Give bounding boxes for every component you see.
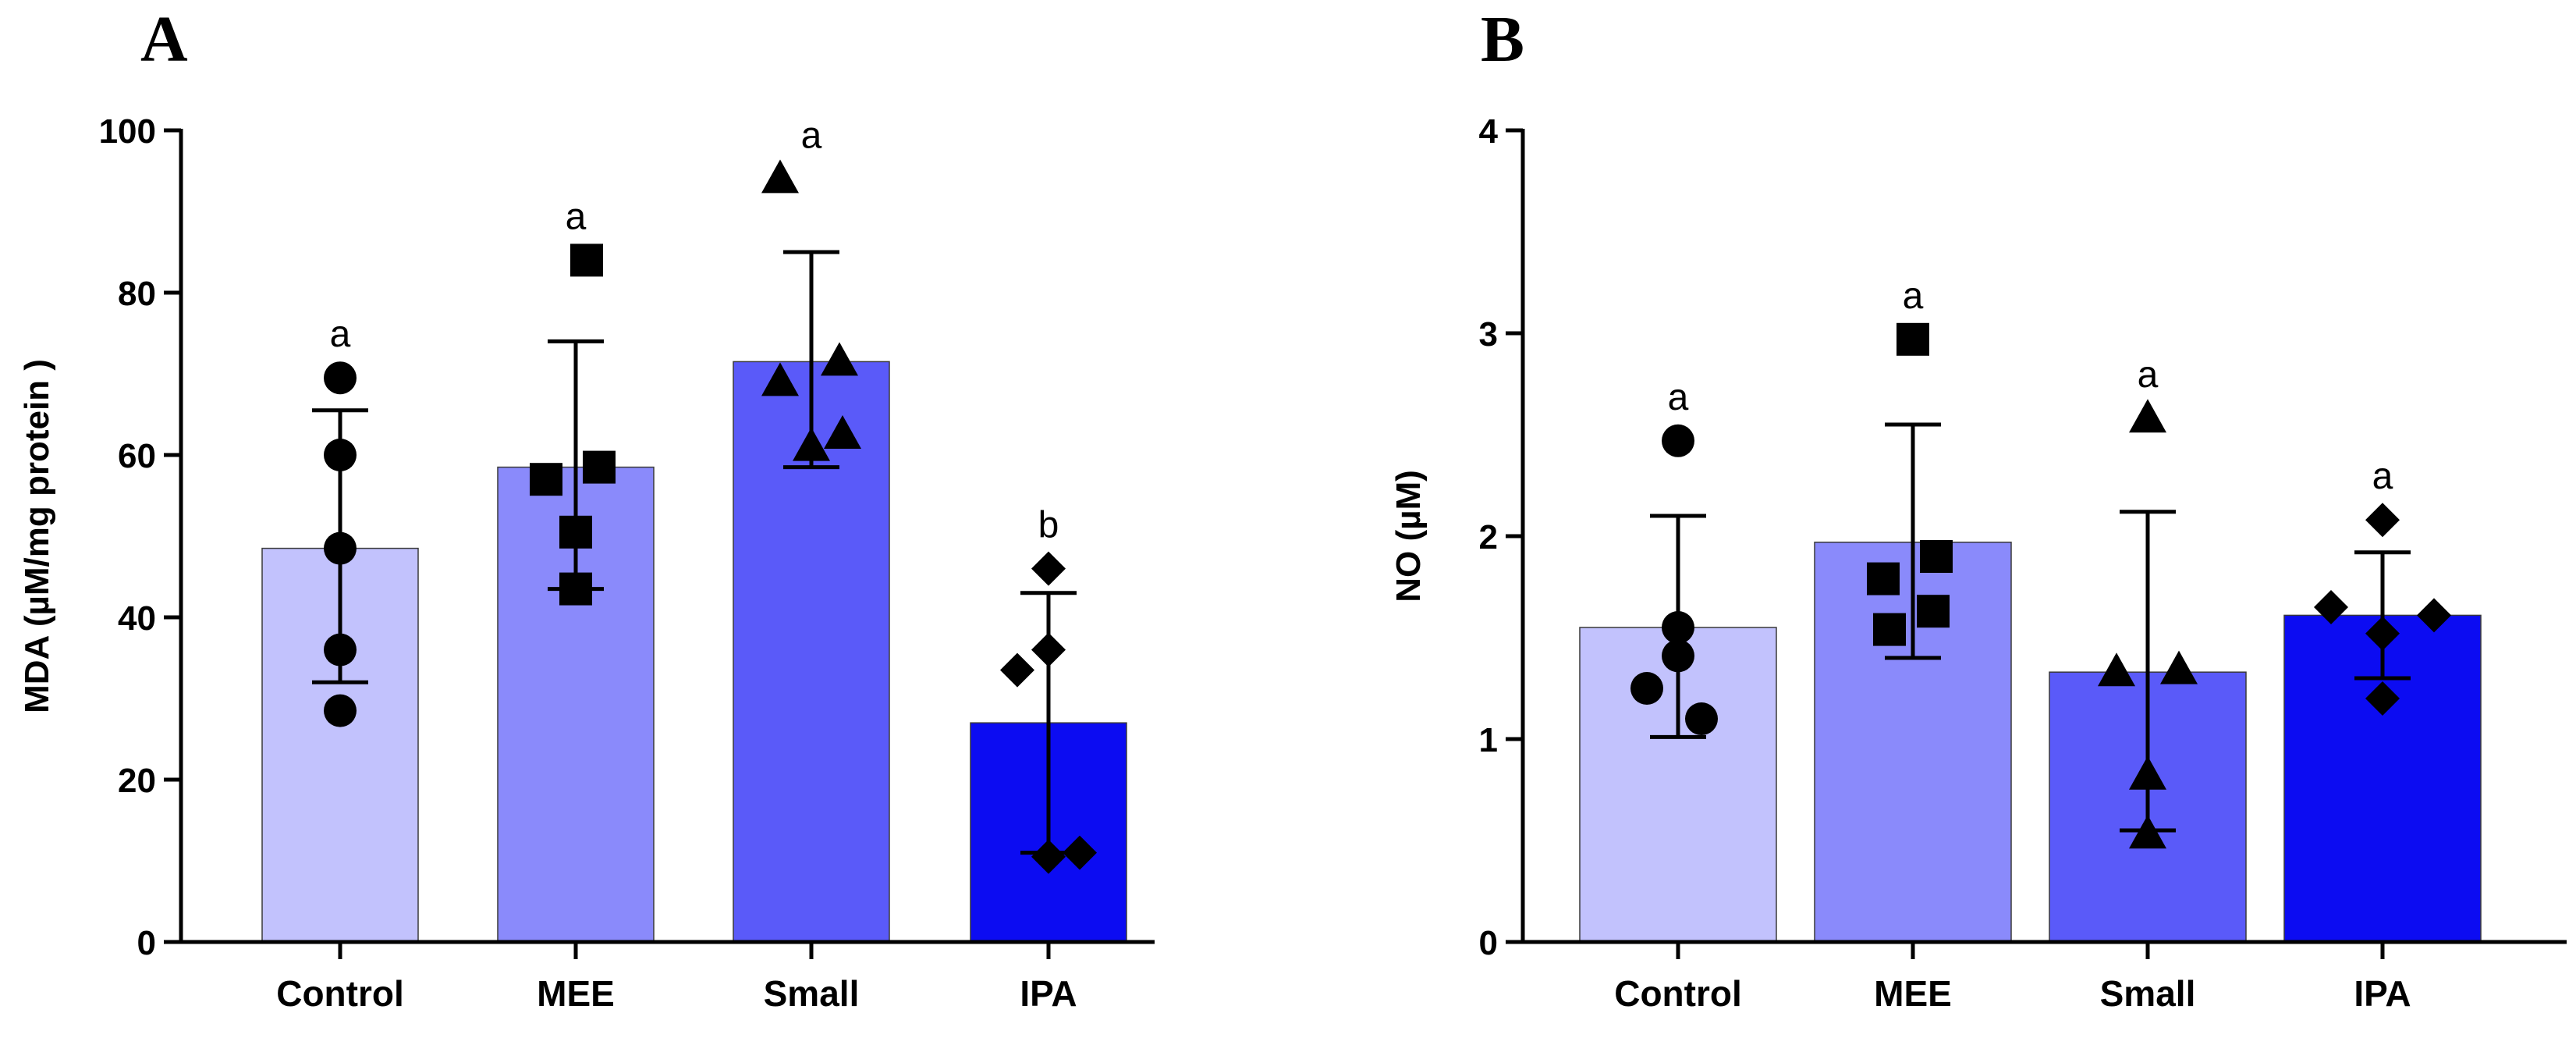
y-tick-label: 3 <box>1479 315 1498 354</box>
data-point-diamond <box>1031 632 1066 667</box>
x-tick-label-mee: MEE <box>1874 973 1952 1014</box>
y-tick-label: 20 <box>118 762 156 800</box>
y-tick-label: 100 <box>99 112 156 151</box>
data-point-triangle <box>2129 755 2166 790</box>
data-point-circle <box>324 531 357 565</box>
data-point-diamond <box>2365 681 2400 716</box>
panel-label: A <box>140 3 188 76</box>
data-point-circle <box>324 694 357 727</box>
significance-letter: a <box>1668 377 1689 418</box>
data-point-diamond <box>1063 835 1097 870</box>
data-point-square <box>559 572 592 606</box>
data-point-triangle <box>821 342 858 376</box>
y-tick-label: 1 <box>1479 721 1498 759</box>
data-point-triangle <box>2098 652 2135 687</box>
y-tick-label: 4 <box>1479 112 1499 151</box>
x-tick-label-ipa: IPA <box>1020 973 1077 1014</box>
x-tick-label-small: Small <box>2100 973 2196 1014</box>
data-point-square <box>1897 322 1929 356</box>
significance-letter: a <box>1903 275 1924 317</box>
panel-b-no-chart: B NO (µM) a a a a 0 1 2 3 4 Control MEE Small IPA <box>1389 3 2567 1014</box>
data-point-triangle <box>2160 650 2198 684</box>
data-point-circle <box>1630 672 1663 705</box>
data-point-diamond <box>1031 839 1066 874</box>
data-point-triangle <box>824 415 861 449</box>
data-point-diamond <box>2365 503 2400 538</box>
data-point-circle <box>324 439 357 471</box>
data-point-square <box>1873 613 1906 646</box>
data-point-diamond <box>1031 551 1066 586</box>
data-point-circle <box>1662 424 1694 457</box>
x-tick-label-control: Control <box>1614 973 1742 1014</box>
data-point-circle <box>1662 611 1694 644</box>
data-point-square <box>1867 562 1900 595</box>
data-point-square <box>1917 595 1950 628</box>
panel-label: B <box>1481 3 1524 76</box>
data-point-square <box>530 463 562 496</box>
significance-letter: a <box>2372 456 2393 497</box>
data-point-square <box>559 515 592 549</box>
data-point-circle <box>1685 702 1718 735</box>
data-point-circle <box>1662 639 1694 673</box>
data-point-diamond <box>1000 652 1034 688</box>
y-tick-label: 40 <box>118 599 156 638</box>
data-point-triangle <box>2129 399 2166 433</box>
y-axis-title: MDA (µM/mg protein ) <box>18 359 56 713</box>
x-tick-label-ipa: IPA <box>2354 973 2411 1014</box>
panel-a-mda-chart: A MDA (µM/mg protein ) a a a b 0 20 40 60 80 100 Con… <box>18 3 1155 1014</box>
data-point-triangle <box>761 362 799 396</box>
significance-letter: a <box>566 196 587 237</box>
data-point-square <box>583 450 616 484</box>
y-tick-label: 60 <box>118 437 156 475</box>
data-point-diamond <box>2365 616 2400 651</box>
data-point-diamond <box>2314 590 2348 624</box>
y-tick-label: 80 <box>118 275 156 313</box>
significance-letter: b <box>1038 505 1059 546</box>
y-tick-label: 2 <box>1479 518 1498 556</box>
data-point-diamond <box>2417 598 2451 633</box>
x-tick-label-control: Control <box>276 973 404 1014</box>
y-tick-label: 0 <box>137 924 156 962</box>
x-tick-label-small: Small <box>764 973 860 1014</box>
x-tick-label-mee: MEE <box>537 973 615 1014</box>
data-point-square <box>570 243 603 277</box>
data-point-triangle <box>761 159 799 194</box>
data-point-circle <box>324 361 357 395</box>
data-point-circle <box>324 633 357 666</box>
y-tick-label: 0 <box>1479 924 1498 962</box>
data-point-triangle <box>2129 815 2166 849</box>
data-point-square <box>1920 540 1953 573</box>
significance-letter: a <box>330 314 351 355</box>
data-point-triangle <box>793 427 830 461</box>
significance-letter: a <box>2138 354 2159 396</box>
significance-letter: a <box>801 115 822 156</box>
y-axis-title: NO (µM) <box>1389 470 1428 602</box>
